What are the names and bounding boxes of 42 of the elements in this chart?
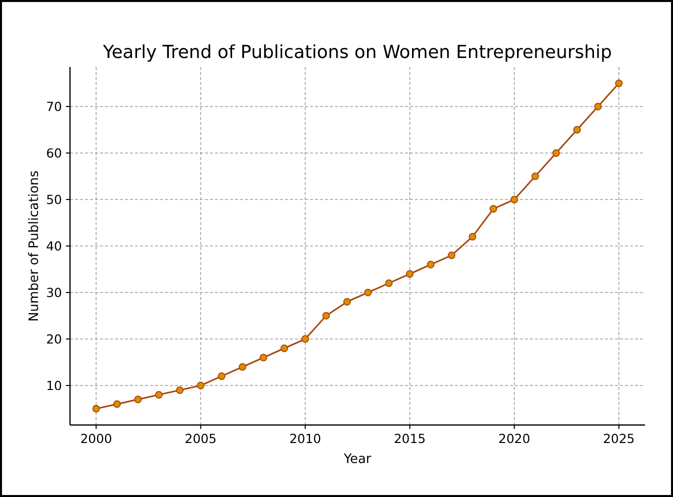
point	[343, 298, 351, 306]
point	[280, 344, 288, 352]
point	[196, 382, 204, 390]
y-tick-label: 70	[46, 98, 62, 114]
point	[92, 404, 100, 413]
y-tick-label: 40	[46, 238, 62, 254]
point	[406, 270, 414, 278]
x-tick-label: 2025	[602, 431, 635, 446]
point	[615, 79, 623, 88]
point	[113, 400, 121, 408]
x-tick-label: 2000	[80, 431, 112, 446]
y-axis-title: Number of Publications	[27, 170, 42, 322]
point	[238, 363, 246, 371]
x-tick-label: 2015	[394, 431, 426, 446]
point	[364, 288, 372, 296]
y-tick-label: 60	[46, 145, 62, 160]
point	[531, 172, 540, 180]
point	[134, 396, 142, 404]
x-axis-title: Year	[342, 452, 372, 467]
point	[510, 196, 518, 204]
x-tick-label: 2020	[498, 431, 530, 446]
point	[176, 386, 184, 394]
y-tick-label: 50	[46, 192, 62, 207]
point	[260, 354, 268, 362]
y-tick-label: 20	[46, 331, 62, 346]
point	[448, 252, 456, 260]
point	[426, 260, 434, 268]
point	[573, 126, 581, 134]
point	[322, 312, 330, 320]
point	[552, 149, 560, 157]
point	[490, 205, 498, 213]
point	[218, 372, 226, 380]
point	[155, 390, 163, 399]
y-tick-label: 30	[46, 284, 62, 300]
x-tick-label: 2005	[184, 431, 217, 446]
point	[468, 232, 476, 240]
point	[385, 279, 393, 287]
chart-title: Yearly Trend of Publications on Women Entrepreneurship	[102, 42, 612, 63]
x-tick-label: 2010	[289, 431, 322, 446]
point	[301, 335, 310, 343]
point	[594, 102, 602, 110]
y-tick-label: 10	[46, 378, 62, 393]
